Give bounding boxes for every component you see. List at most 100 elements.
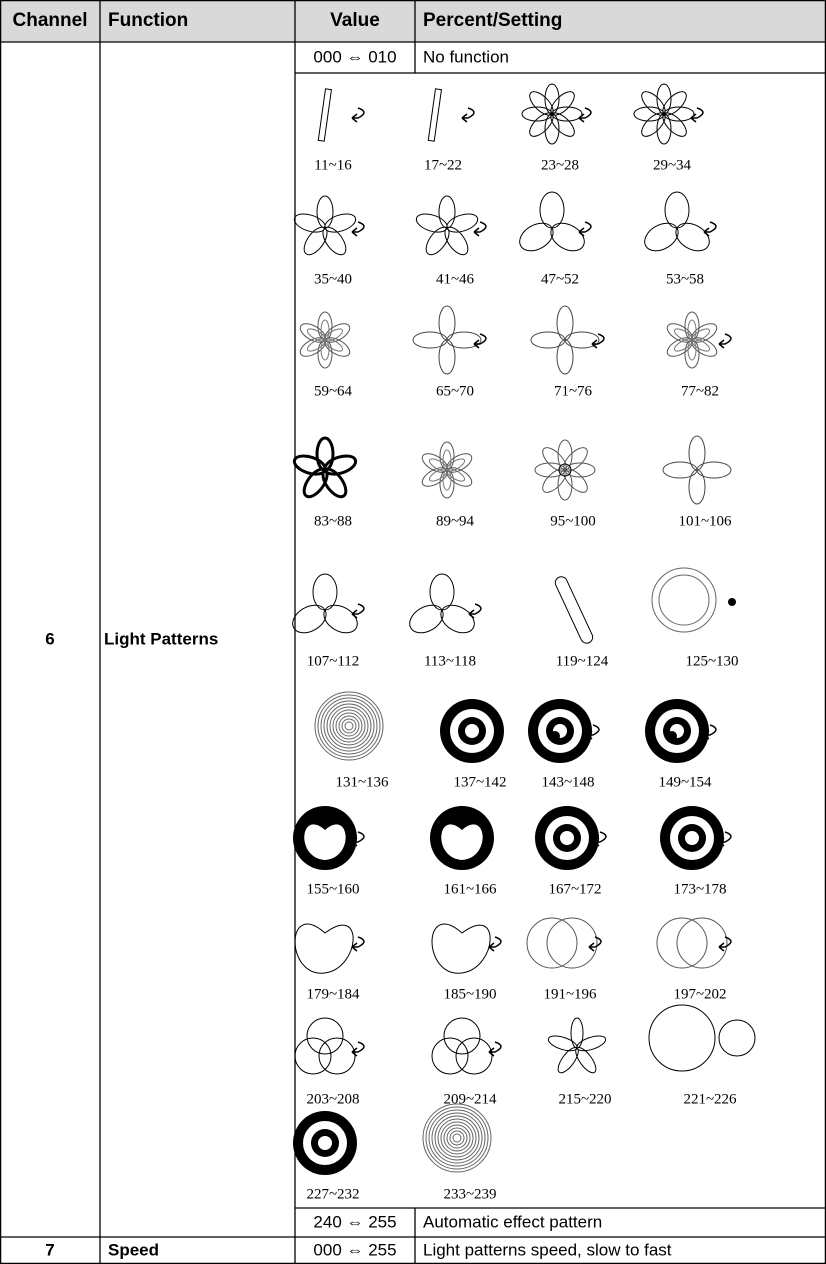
petal: [292, 454, 327, 476]
loop: [294, 923, 354, 974]
arrow: [351, 831, 365, 847]
ring: [341, 718, 357, 734]
function: Light Patterns: [104, 629, 218, 648]
petal: [409, 604, 444, 634]
rod: [554, 576, 594, 644]
pattern: 155~160: [293, 806, 365, 897]
petal: [570, 1017, 584, 1049]
arrow: [351, 221, 365, 237]
petal: [293, 213, 326, 233]
channel: 6: [45, 629, 54, 648]
petal: [429, 573, 455, 611]
pattern-label: 101~106: [678, 513, 732, 529]
pattern-label: 59~64: [314, 383, 353, 399]
arrow: [690, 107, 704, 123]
pattern: 23~28: [521, 83, 592, 173]
arrow: [703, 724, 717, 740]
header-cell: Value: [330, 10, 380, 31]
petal: [444, 226, 469, 256]
pattern-label: 35~40: [314, 271, 352, 287]
pattern-label: 83~88: [314, 513, 352, 529]
pattern-label: 215~220: [558, 1091, 611, 1107]
blob: [441, 824, 483, 860]
pattern-label: 107~112: [307, 653, 360, 669]
pattern-label: 149~154: [658, 774, 712, 790]
header-cell: Channel: [13, 10, 88, 31]
pattern: 41~46: [415, 195, 487, 287]
ring: [320, 697, 378, 755]
pattern: 221~226: [648, 1004, 756, 1107]
arrow: [461, 107, 475, 123]
pattern-label: 179~184: [306, 986, 360, 1002]
pattern: 233~239: [422, 1103, 497, 1202]
pattern-label: 119~124: [556, 653, 609, 669]
arrow: [718, 333, 732, 349]
pattern-label: 53~58: [666, 271, 704, 287]
ring: [326, 703, 372, 749]
pattern-label: 209~214: [443, 1091, 497, 1107]
petal: [557, 1046, 579, 1074]
ring: [422, 1103, 492, 1173]
pattern: 131~136: [314, 691, 389, 790]
pattern-label: 125~130: [685, 653, 738, 669]
petal: [688, 469, 706, 505]
pattern-label: 71~76: [554, 383, 593, 399]
pattern-label: 221~226: [683, 1091, 737, 1107]
arrow: [473, 333, 487, 349]
petal: [438, 195, 456, 229]
circle: [443, 1017, 481, 1055]
arrow: [351, 936, 365, 952]
loop: [431, 923, 491, 974]
ring: [437, 1118, 477, 1158]
arrow: [578, 107, 592, 123]
ring: [317, 694, 381, 758]
circle: [648, 1004, 716, 1072]
petal: [428, 458, 448, 472]
pattern: 215~220: [547, 1017, 612, 1107]
circle: [718, 1019, 756, 1057]
petal: [556, 305, 574, 341]
petal: [312, 573, 338, 611]
circle: [526, 917, 578, 969]
pattern: 161~166: [430, 806, 497, 897]
circle: [455, 1037, 493, 1075]
pattern-label: 89~94: [436, 513, 475, 529]
circle: [294, 1037, 332, 1075]
arrow: [718, 831, 732, 847]
ring: [323, 700, 375, 752]
petal: [303, 226, 328, 256]
petal: [415, 213, 448, 233]
pattern: 173~178: [660, 806, 732, 897]
petal: [539, 191, 565, 229]
arrow: [351, 603, 365, 619]
arrow: [703, 221, 717, 237]
pattern: 119~124: [554, 576, 609, 669]
arrow: [578, 221, 592, 237]
pattern: 203~208: [294, 1017, 365, 1107]
circle: [318, 1037, 356, 1075]
arrow: [718, 936, 732, 952]
pattern-label: 203~208: [306, 1091, 359, 1107]
petal: [662, 461, 698, 479]
arrow: [586, 724, 600, 740]
circle: [431, 1037, 469, 1075]
ring: [658, 574, 710, 626]
pattern-label: 29~34: [653, 157, 692, 173]
circle: [546, 917, 598, 969]
petal: [438, 305, 456, 341]
pattern: 17~22: [424, 88, 475, 173]
petal: [412, 331, 448, 349]
pattern-label: 95~100: [550, 513, 596, 529]
dot: [550, 731, 560, 741]
circle: [676, 917, 728, 969]
petal: [438, 339, 456, 375]
pattern-label: 17~22: [424, 157, 462, 173]
petal: [547, 1035, 578, 1052]
ring: [685, 831, 699, 845]
dot: [667, 731, 677, 741]
arrow: [468, 603, 482, 619]
pattern-label: 227~232: [306, 1186, 359, 1202]
blob: [304, 824, 346, 860]
petal: [425, 226, 450, 256]
